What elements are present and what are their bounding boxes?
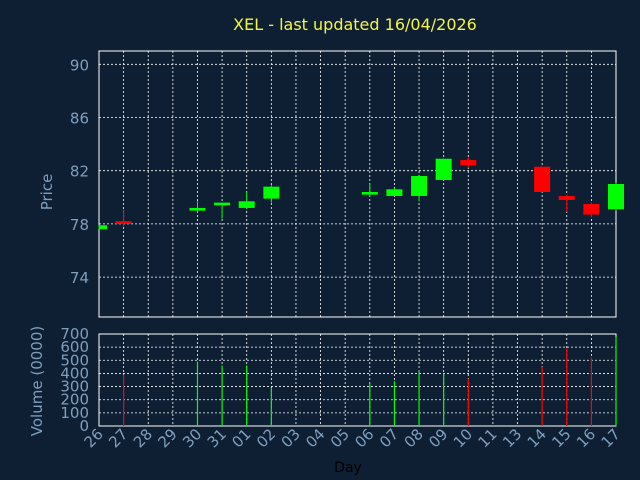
candle-body-26	[99, 225, 107, 230]
volume-y-tick-label: 400	[60, 364, 89, 382]
candles	[98, 157, 624, 230]
candle-body-08	[411, 176, 428, 196]
candle-body-06	[361, 191, 378, 195]
candle-body-01	[238, 201, 255, 208]
volume-y-tick-label: 0	[79, 417, 89, 435]
candle-body-10	[460, 160, 477, 166]
candle-body-31	[214, 202, 231, 206]
price-y-tick-label: 78	[70, 216, 89, 234]
volume-y-tick-label: 600	[60, 338, 89, 356]
volume-y-tick-label: 100	[60, 404, 89, 422]
price-y-tick-labels: 74 78 82 86 90	[70, 56, 89, 287]
candle-body-16	[608, 184, 624, 210]
price-axis-label: Price	[38, 174, 56, 211]
price-y-tick-label: 82	[70, 163, 89, 181]
price-y-tick-label: 86	[70, 110, 89, 128]
volume-y-tick-label: 200	[60, 391, 89, 409]
price-y-tick-label: 74	[70, 269, 89, 287]
candle-body-27	[115, 221, 132, 224]
chart-title: XEL - last updated 16/04/2026	[233, 15, 477, 34]
candle-body-15	[583, 203, 600, 215]
candle-body-09	[435, 158, 452, 181]
volume-y-tick-label: 500	[60, 351, 89, 369]
volume-bars	[123, 336, 617, 426]
candle-body-14	[558, 195, 575, 200]
volume-y-tick-label: 300	[60, 378, 89, 396]
x-axis-label: Day	[334, 460, 362, 476]
candle-body-02	[263, 186, 280, 199]
candle-body-07	[386, 189, 403, 196]
volume-y-tick-label: 700	[60, 325, 89, 343]
volume-axis-label: Volume (0000)	[28, 326, 46, 436]
candle-body-13	[534, 166, 551, 192]
candle-body-30	[189, 207, 206, 211]
price-y-tick-label: 90	[70, 56, 89, 74]
